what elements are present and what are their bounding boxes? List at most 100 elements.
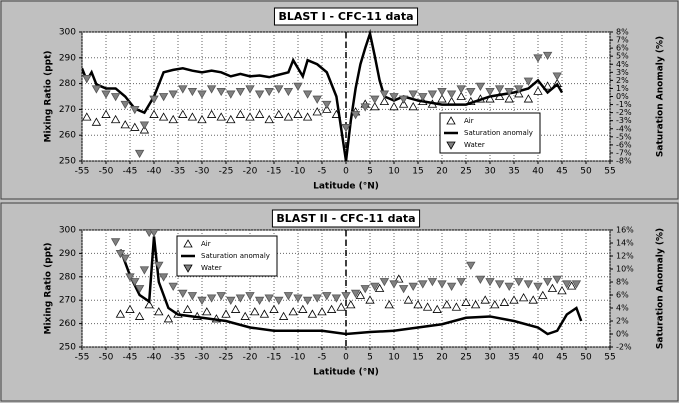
legend-swatch: [446, 116, 456, 125]
x-tick-label: 20: [436, 353, 448, 363]
marker: [101, 109, 111, 118]
marker: [259, 309, 270, 318]
x-tick-label: 0: [343, 167, 349, 177]
x-tick-label: 5: [367, 353, 373, 363]
y2-tick-label: -3%: [616, 116, 632, 125]
y2-tick-label: 6%: [616, 44, 629, 53]
marker: [451, 302, 462, 311]
marker: [446, 90, 457, 99]
marker: [250, 307, 260, 316]
marker: [370, 282, 380, 291]
marker: [274, 109, 284, 118]
marker: [178, 109, 188, 118]
marker: [466, 261, 476, 270]
marker: [125, 304, 135, 313]
marker: [336, 302, 346, 311]
marker: [216, 112, 226, 121]
marker: [504, 282, 514, 291]
marker: [197, 90, 207, 99]
marker: [566, 281, 577, 290]
marker: [341, 292, 351, 301]
y2-tick-label: -8%: [616, 157, 632, 166]
title-box: [271, 209, 421, 228]
y2-tick-label: -7%: [616, 148, 632, 157]
marker: [283, 87, 294, 97]
marker: [374, 283, 385, 292]
x-tick-label: 15: [412, 353, 423, 363]
marker: [365, 295, 375, 304]
marker: [346, 300, 356, 309]
marker: [82, 75, 92, 84]
marker: [149, 95, 159, 104]
marker: [547, 283, 558, 292]
y2-tick-label: 14%: [616, 239, 634, 248]
x-tick-label: -40: [147, 353, 162, 363]
marker: [437, 87, 447, 97]
marker: [350, 111, 361, 120]
marker: [504, 87, 514, 97]
marker: [466, 87, 476, 97]
marker: [110, 114, 121, 124]
marker: [350, 289, 361, 298]
marker: [130, 106, 140, 115]
marker: [82, 112, 92, 121]
legend-swatch: [183, 264, 193, 273]
marker: [485, 87, 495, 97]
y2-tick-label: 4%: [616, 60, 629, 69]
marker: [120, 254, 130, 263]
marker: [312, 107, 322, 116]
marker: [432, 304, 442, 313]
marker: [278, 311, 289, 320]
marker: [514, 85, 524, 94]
marker: [168, 282, 178, 291]
x-tick-label: -45: [123, 167, 138, 177]
marker: [403, 295, 414, 304]
marker: [379, 90, 390, 99]
y-axis-label: Mixing Ratio (ppt): [44, 242, 54, 334]
x-tick-label: -55: [75, 353, 90, 363]
marker: [226, 296, 236, 306]
x-tick-label: 45: [556, 353, 567, 363]
y2-tick-label: 6%: [616, 291, 629, 300]
legend-label: Water: [201, 264, 222, 272]
marker: [389, 93, 399, 102]
y2-tick-label: 2%: [616, 317, 629, 326]
x-tick-label: 35: [508, 353, 519, 363]
marker: [226, 114, 236, 124]
marker: [221, 309, 231, 318]
y-axis-label: Mixing Ratio (ppt): [44, 50, 54, 142]
marker: [288, 307, 298, 316]
marker: [245, 112, 255, 121]
marker: [187, 87, 198, 97]
marker: [542, 81, 553, 90]
y2-tick-label: 8%: [616, 278, 629, 287]
plot-group: [110, 228, 583, 336]
x-axis-label: Latitude (°N): [313, 182, 379, 192]
x-tick-label: 45: [556, 167, 567, 177]
y2-axis-label: Saturation Anomaly (%): [656, 228, 666, 349]
y2-tick-label: -1%: [616, 100, 632, 109]
marker: [187, 112, 198, 121]
y-tick-label: 280: [59, 272, 76, 282]
marker: [370, 95, 380, 104]
y-tick-label: 270: [59, 105, 76, 115]
marker: [130, 278, 140, 287]
marker: [134, 149, 145, 159]
marker: [475, 275, 486, 284]
x-tick-label: -10: [291, 353, 306, 363]
marker: [163, 314, 174, 323]
y2-tick-label: -2%: [616, 343, 632, 352]
legend-label: Saturation anomaly: [464, 129, 533, 137]
x-tick-label: 30: [484, 167, 496, 177]
marker: [178, 85, 188, 94]
marker: [216, 292, 226, 301]
marker: [216, 87, 226, 97]
marker: [187, 292, 198, 301]
marker: [427, 90, 438, 99]
marker: [557, 286, 567, 295]
x-tick-label: -30: [195, 167, 210, 177]
x-tick-label: -25: [219, 167, 234, 177]
marker: [418, 93, 428, 102]
x-tick-label: 20: [436, 167, 448, 177]
marker: [134, 311, 145, 320]
